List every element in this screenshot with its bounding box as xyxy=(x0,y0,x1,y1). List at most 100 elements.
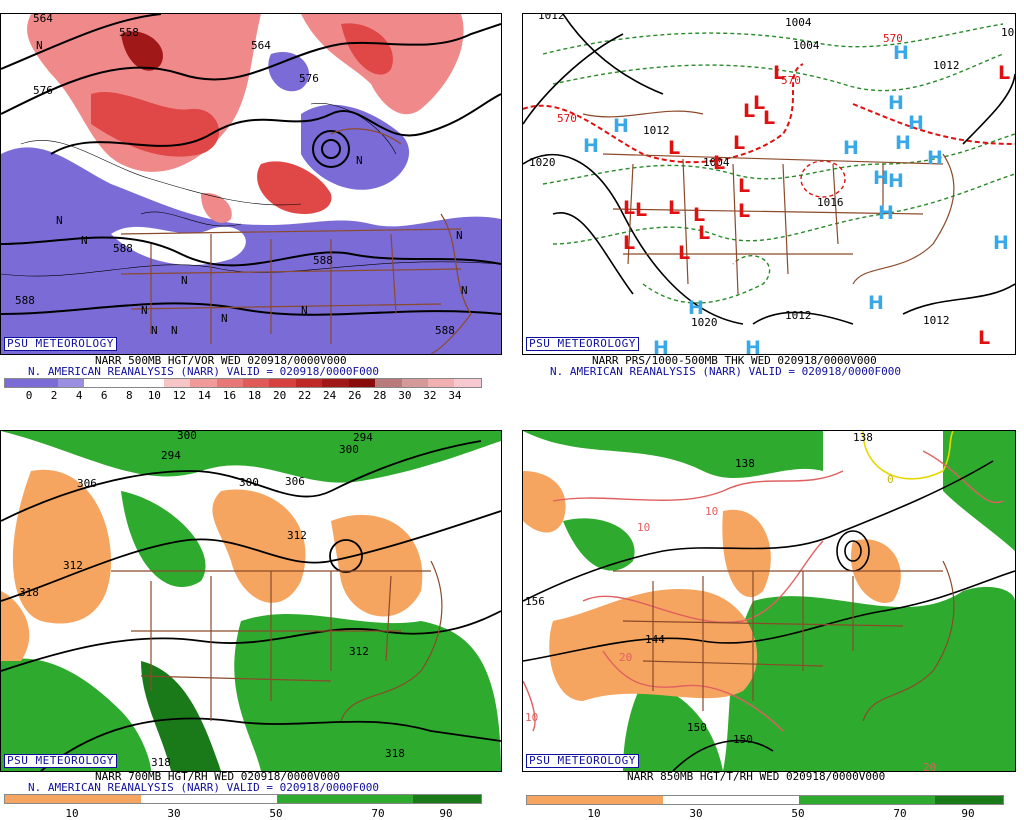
scale-tick-label: 2 xyxy=(50,389,58,402)
neutral-region xyxy=(111,226,246,266)
low-center-marker: L xyxy=(743,100,755,122)
vort-max-1 xyxy=(91,91,220,157)
scale-tick-label: 16 xyxy=(222,389,237,402)
contour-label: 312 xyxy=(63,559,83,572)
political-borders xyxy=(582,110,955,295)
scale-tick-label: 0 xyxy=(25,389,33,402)
contour-label: 312 xyxy=(349,645,369,658)
low-pressure-centers: L L L L L L L L L L L L L L L L L L xyxy=(623,62,1010,349)
contour-label: 300 xyxy=(239,476,259,489)
contour-label: 588 xyxy=(313,254,333,267)
scale-swatch xyxy=(428,379,455,387)
caption-line-1: NARR PRS/1000-500MB THK WED 020918/0000V… xyxy=(592,354,877,367)
moist-region-north xyxy=(523,431,823,479)
contour-label: 564 xyxy=(251,39,271,52)
scale-tick-label: 22 xyxy=(298,389,312,402)
caption-line-1: NARR 500MB HGT/VOR WED 020918/0000V000 xyxy=(95,354,347,367)
isobar-label: 1020 xyxy=(529,156,556,169)
caption-line-1: NARR 700MB HGT/RH WED 020918/0000V000 xyxy=(95,770,341,783)
scale-tick-label: 50 xyxy=(791,807,805,820)
contour-label: 558 xyxy=(119,26,139,39)
height-contours xyxy=(523,460,1015,771)
panel-850mb-temperature: 138 138 156 144 150 150 10 10 20 10 0 20… xyxy=(512,409,1024,820)
low-center-marker: L xyxy=(693,204,705,226)
570-thickness-line xyxy=(523,63,804,164)
n-mark: N xyxy=(171,324,178,337)
n-mark: N xyxy=(356,154,363,167)
scale-tick-label: 6 xyxy=(100,389,108,402)
rh-scale-ticks: 10 30 50 70 90 xyxy=(4,807,480,820)
vort-max-2 xyxy=(121,31,163,71)
psu-meteorology-badge: PSU METEOROLOGY xyxy=(4,337,117,351)
trough-vorticity xyxy=(301,104,410,190)
contour-label: 294 xyxy=(353,431,373,444)
isobar-label: 1016 xyxy=(817,196,844,209)
north-vort-patch xyxy=(268,52,310,92)
isotherm-label: 10 xyxy=(637,521,650,534)
n-mark: N xyxy=(151,324,158,337)
moist-core xyxy=(141,661,221,771)
high-center-marker: H xyxy=(895,132,911,154)
contour-label: 300 xyxy=(177,431,197,442)
isotherms xyxy=(523,450,1004,732)
vorticity-scale-ticks: 0 2 4 6 8 10 12 14 16 18 20 22 24 26 28 30 32 34 xyxy=(4,389,480,402)
pressure-map-svg: 1012 1012 1004 1004 1020 1020 1012 1012 … xyxy=(523,14,1015,354)
scale-swatch xyxy=(5,379,32,387)
moist-region-northeast xyxy=(943,431,1015,551)
vorticity-contours xyxy=(1,103,501,277)
vort-patch-5 xyxy=(201,193,232,223)
isobar-label: 1004 xyxy=(793,39,820,52)
contour-label: 312 xyxy=(287,529,307,542)
scale-swatch xyxy=(401,379,428,387)
scale-swatch xyxy=(84,379,111,387)
scale-tick-label: 30 xyxy=(689,807,703,820)
contour-label: 588 xyxy=(113,242,133,255)
dry-region-east xyxy=(331,514,423,617)
political-borders xyxy=(111,560,443,722)
isotherm-label: 10 xyxy=(705,505,718,518)
high-center-marker: H xyxy=(843,137,859,159)
contour-label: 306 xyxy=(77,477,97,490)
moist-region-west xyxy=(563,518,635,571)
high-pressure-centers: H H H H H H H H H H H H H H H H xyxy=(583,42,1009,354)
isobar-label: 10 xyxy=(1001,26,1014,39)
high-center-marker: H xyxy=(893,42,909,64)
contour-label: 306 xyxy=(285,475,305,488)
scale-tick-label: 24 xyxy=(323,389,337,402)
n-mark: N xyxy=(181,274,188,287)
contour-label: 138 xyxy=(735,457,755,470)
panel-700mb-rh: 300 294 306 300 306 312 312 318 312 318 … xyxy=(0,409,512,820)
vorticity-color-scale xyxy=(4,378,482,388)
isotherm-label: 0 xyxy=(887,473,894,486)
scale-tick-label: 30 xyxy=(398,389,412,402)
contour-label: 588 xyxy=(435,324,455,337)
thickness-contours xyxy=(542,23,1015,304)
scale-swatch xyxy=(269,379,296,387)
map-surface-pressure: 1012 1012 1004 1004 1020 1020 1012 1012 … xyxy=(522,13,1016,355)
high-center-marker: H xyxy=(688,297,704,319)
n-mark: N xyxy=(81,234,88,247)
vort-max-3 xyxy=(341,23,393,75)
isobar-label: 1012 xyxy=(538,14,565,22)
scale-tick-label: 18 xyxy=(247,389,262,402)
moist-region-north xyxy=(1,431,501,483)
psu-meteorology-badge: PSU METEOROLOGY xyxy=(526,754,639,768)
570-thickness-line-east xyxy=(852,103,1015,145)
scale-tick-label: 4 xyxy=(75,389,83,402)
isobar-label: 1012 xyxy=(785,309,812,322)
scale-swatch xyxy=(295,379,323,387)
moist-region-southeast xyxy=(234,614,501,771)
dry-region-central xyxy=(722,509,771,598)
isobar-label: 1004 xyxy=(785,16,812,29)
freezing-isotherm xyxy=(862,431,954,480)
contour-label: 576 xyxy=(299,72,319,85)
contour-label: 150 xyxy=(687,721,707,734)
dry-region-west xyxy=(12,469,112,624)
high-center-marker: H xyxy=(868,292,884,314)
isobar-label: 1012 xyxy=(923,314,950,327)
scale-tick-label: 10 xyxy=(65,807,79,820)
scale-tick-label: 30 xyxy=(167,807,181,820)
psu-meteorology-badge: PSU METEOROLOGY xyxy=(4,754,117,768)
scale-tick-label: 90 xyxy=(961,807,975,820)
panel-500mb-vorticity: 564 558 564 576 576 588 588 588 588 N N … xyxy=(0,0,512,409)
